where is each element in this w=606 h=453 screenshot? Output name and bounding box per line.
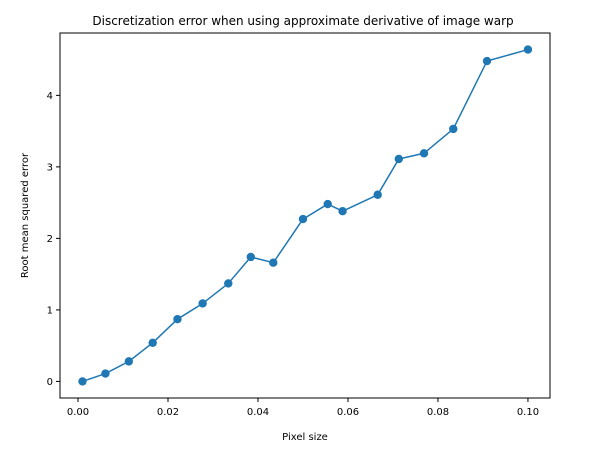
data-point	[323, 199, 332, 209]
data-point	[449, 124, 458, 134]
x-tick-label: 0.04	[247, 407, 269, 418]
y-tick-label: 4	[47, 91, 53, 102]
data-point	[198, 299, 207, 308]
data-point	[246, 252, 255, 262]
data-point	[101, 369, 110, 378]
data-point	[173, 314, 182, 324]
y-tick-label: 3	[47, 162, 53, 173]
series-group	[78, 45, 533, 386]
x-tick-label: 0.00	[67, 407, 89, 418]
data-point	[523, 45, 533, 54]
y-tick-label: 0	[47, 377, 53, 388]
x-tick-label: 0.06	[337, 407, 359, 418]
x-tick-label: 0.02	[157, 407, 179, 418]
data-point	[482, 56, 492, 66]
x-axis: 0.00 0.02 0.04 0.06 0.08 0.10	[67, 398, 539, 418]
data-point	[224, 279, 233, 288]
x-tick-label: 0.08	[427, 407, 449, 418]
series-line	[82, 48, 529, 383]
data-point	[338, 207, 347, 216]
data-point	[298, 214, 308, 224]
chart-title: Discretization error when using approxim…	[92, 14, 513, 28]
plot-frame	[59, 32, 551, 399]
data-point	[78, 377, 87, 386]
data-point	[269, 258, 278, 267]
x-tick-label: 0.10	[517, 407, 539, 418]
data-point	[124, 357, 134, 366]
data-point	[419, 149, 429, 158]
y-tick-label: 2	[47, 234, 53, 245]
data-point	[373, 190, 382, 199]
data-point	[148, 338, 157, 347]
data-point	[394, 154, 404, 164]
y-tick-label: 1	[47, 305, 53, 316]
y-axis: 0 1 2 3 4	[47, 91, 60, 388]
y-axis-label: Root mean squared error	[20, 152, 31, 278]
x-axis-label: Pixel size	[282, 432, 328, 443]
